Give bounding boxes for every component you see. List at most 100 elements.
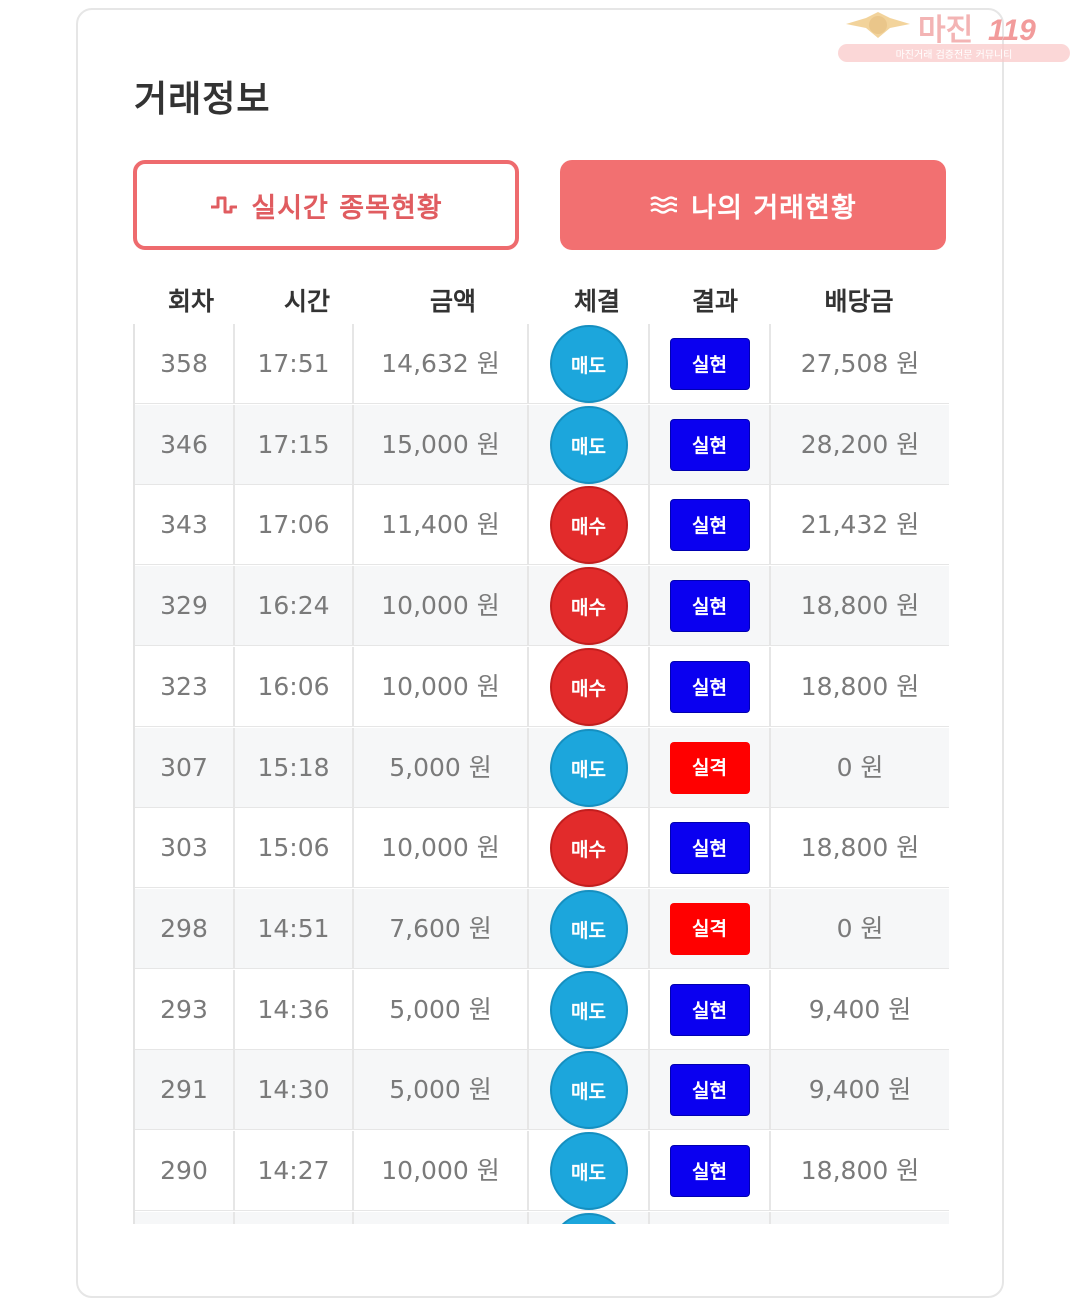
execution-badge: 매수 <box>549 486 628 565</box>
realtime-status-button[interactable]: 실시간 종목현황 <box>133 160 519 250</box>
round-cell: 329 <box>135 566 235 647</box>
round-cell: 323 <box>135 646 235 727</box>
result-cell: 실현 <box>650 646 771 727</box>
time-cell: 14:30 <box>235 1050 354 1131</box>
amount-cell: 10,000 원 <box>354 1131 529 1211</box>
payout-cell: 28,200 원 <box>800 429 920 459</box>
payout-cell: 0 원 <box>836 913 884 943</box>
header-time: 시간 <box>283 287 330 316</box>
execution-cell: 매수 <box>529 566 650 647</box>
round-cell: 307 <box>135 727 235 808</box>
execution-cell: 매도 <box>529 727 650 808</box>
amount-cell: 11,400 원 <box>354 485 529 566</box>
result-badge: 실격 <box>669 741 750 794</box>
payout-cell <box>771 1212 949 1224</box>
payout-cell: 9,400 원 <box>808 994 912 1024</box>
amount-cell: 14,632 원 <box>354 324 529 404</box>
result-badge: 실격 <box>669 902 750 955</box>
time-cell: 17:06 <box>235 485 354 566</box>
amount-cell: 5,000 원 <box>354 727 529 808</box>
payout-cell: 27,508 원 <box>800 349 920 378</box>
execution-cell: 매수 <box>529 808 650 889</box>
time-cell <box>235 1211 354 1224</box>
table-row: 303 15:06 10,000 원 매수 실현 18,800 원 <box>135 808 949 889</box>
result-cell: 실현 <box>650 566 771 647</box>
header-execution: 체결 <box>573 287 620 316</box>
round-cell: 358 <box>135 324 235 404</box>
margin119-watermark-logo: 마진 119 마진거래 검증전문 커뮤니티 <box>838 12 1070 62</box>
result-badge: 실현 <box>669 338 750 390</box>
execution-cell: 매수 <box>529 646 650 727</box>
table-row: 298 14:51 7,600 원 매도 실격 0 원 <box>135 888 949 969</box>
round-cell <box>135 1211 235 1224</box>
result-cell: 실현 <box>650 485 771 566</box>
table-row: 323 16:06 10,000 원 매수 실현 18,800 원 <box>135 646 949 727</box>
table-row: 343 17:06 11,400 원 매수 실현 21,432 원 <box>135 485 949 566</box>
execution-badge: 매도 <box>549 405 628 484</box>
round-cell: 290 <box>135 1131 235 1211</box>
result-badge: 실현 <box>669 1145 750 1197</box>
payout-cell: 0 원 <box>836 752 884 782</box>
table-header: 회차 시간 금액 체결 결과 배당금 <box>133 280 947 324</box>
execution-cell: 매도 <box>529 1131 650 1211</box>
amount-cell: 15,000 원 <box>354 404 529 485</box>
result-cell: 실격 <box>650 727 771 808</box>
table-row: 291 14:30 5,000 원 매도 실현 9,400 원 <box>135 1050 949 1131</box>
time-cell: 15:06 <box>235 808 354 889</box>
my-trades-button[interactable]: 나의 거래현황 <box>560 160 946 250</box>
svg-text:마진거래 검증전문 커뮤니티: 마진거래 검증전문 커뮤니티 <box>896 49 1013 61</box>
table-row: 293 14:36 5,000 원 매도 실현 9,400 원 <box>135 969 949 1050</box>
execution-badge: 매도 <box>549 1051 628 1130</box>
result-cell: 실현 <box>650 808 771 889</box>
waves-icon <box>649 194 679 216</box>
time-cell: 14:27 <box>235 1131 354 1211</box>
time-cell: 15:18 <box>235 727 354 808</box>
payout-cell: 9,400 원 <box>808 1075 912 1105</box>
amount-cell: 10,000 원 <box>354 566 529 647</box>
payout-cell: 18,800 원 <box>800 591 920 621</box>
round-cell: 291 <box>135 1050 235 1131</box>
amount-cell: 5,000 원 <box>354 1050 529 1131</box>
result-cell: 실현 <box>650 1131 771 1211</box>
execution-cell: 매도 <box>529 888 650 969</box>
time-cell: 14:36 <box>235 969 354 1050</box>
result-badge: 실현 <box>669 499 750 552</box>
result-cell: 실현 <box>650 324 771 404</box>
payout-cell: 18,800 원 <box>800 833 920 863</box>
table-row: 329 16:24 10,000 원 매수 실현 18,800 원 <box>135 566 949 647</box>
realtime-status-label: 실시간 종목현황 <box>251 192 443 224</box>
execution-cell: 매도 <box>529 404 650 485</box>
header-amount: 금액 <box>429 287 476 316</box>
round-cell: 343 <box>135 485 235 566</box>
execution-badge: 매도 <box>549 1132 628 1210</box>
execution-cell: 매도 <box>529 969 650 1050</box>
round-cell: 293 <box>135 969 235 1050</box>
result-badge: 실현 <box>669 660 750 713</box>
header-result: 결과 <box>691 287 738 316</box>
result-badge: 실현 <box>669 822 750 875</box>
execution-badge: 매도 <box>549 1212 628 1224</box>
svg-text:119: 119 <box>988 14 1036 47</box>
execution-badge: 매도 <box>549 325 628 403</box>
round-cell: 346 <box>135 404 235 485</box>
execution-cell: 매도 <box>529 324 650 404</box>
payout-cell: 18,800 원 <box>800 1156 920 1185</box>
amount-cell <box>354 1211 529 1224</box>
result-badge: 실현 <box>669 983 750 1036</box>
result-badge: 실현 <box>669 418 750 471</box>
amount-cell: 10,000 원 <box>354 808 529 889</box>
time-cell: 16:24 <box>235 566 354 647</box>
execution-cell: 매도 <box>529 1050 650 1131</box>
header-payout: 배당금 <box>824 287 894 316</box>
execution-badge: 매수 <box>549 809 628 888</box>
round-cell: 303 <box>135 808 235 889</box>
result-cell: 실현 <box>650 969 771 1050</box>
payout-cell: 21,432 원 <box>800 510 920 540</box>
table-row: 매도 실격 <box>135 1211 949 1224</box>
page-title: 거래정보 <box>134 79 271 120</box>
execution-badge: 매수 <box>549 647 628 726</box>
execution-badge: 매도 <box>549 728 628 807</box>
svg-text:마진: 마진 <box>918 14 973 47</box>
table-row: 307 15:18 5,000 원 매도 실격 0 원 <box>135 727 949 808</box>
trade-table-body[interactable]: 358 17:51 14,632 원 매도 실현 27,508 원 346 17:15 15,0… <box>133 324 949 1224</box>
